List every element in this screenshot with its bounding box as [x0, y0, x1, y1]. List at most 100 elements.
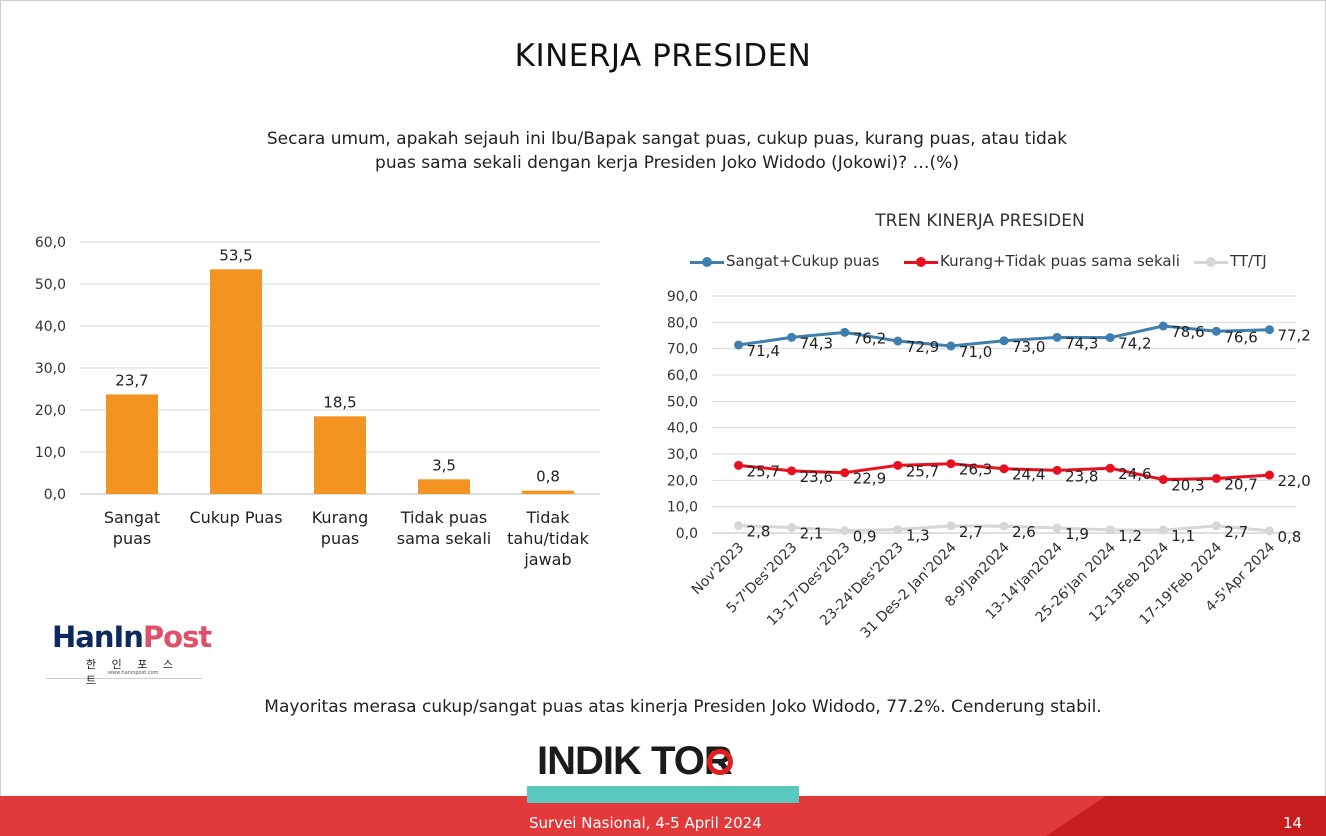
series-0-point — [787, 332, 797, 342]
haninpost-url: www.haninpost.com — [108, 670, 159, 676]
series-2-point — [734, 521, 744, 531]
bar-chart-y-tick-label: 40,0 — [35, 319, 66, 335]
series-1-data-label: 24,4 — [1012, 466, 1045, 484]
series-2-data-label: 0,9 — [853, 528, 877, 546]
series-0-point — [1264, 325, 1274, 335]
series-1-data-label: 23,6 — [800, 468, 833, 486]
series-1-point — [946, 459, 956, 469]
bar-value-label: 23,7 — [115, 371, 148, 389]
series-2-data-label: 2,7 — [959, 523, 983, 541]
bar-chart-y-tick-label: 10,0 — [35, 445, 66, 461]
bar-chart-y-tick-label: 0,0 — [44, 487, 66, 503]
series-2-data-label: 2,7 — [1224, 523, 1248, 541]
series-0-data-label: 74,2 — [1118, 335, 1151, 353]
survey-question: Secara umum, apakah sejauh ini Ibu/Bapak… — [200, 127, 1134, 175]
series-0-point — [946, 341, 956, 351]
series-1-point — [893, 460, 903, 470]
line-chart-y-tick-label: 70,0 — [667, 342, 698, 358]
series-1-point — [840, 468, 850, 478]
series-1-data-label: 20,3 — [1171, 477, 1204, 495]
survey-question-line-1: Secara umum, apakah sejauh ini Ibu/Bapak… — [266, 129, 1068, 149]
legend-label-dk: TT/TJ — [1230, 252, 1267, 270]
bar-category-label: Kurang — [312, 508, 369, 527]
series-2-point — [1264, 526, 1274, 536]
haninpost-logo: HanInPost 한 인 포 스 트 www.haninpost.com — [46, 620, 212, 687]
series-1-data-label: 20,7 — [1224, 475, 1257, 493]
series-2-point — [946, 521, 956, 531]
legend-marker-negative — [916, 257, 926, 267]
line-chart-y-tick-label: 20,0 — [667, 473, 698, 489]
series-2-point — [840, 526, 850, 536]
line-chart-y-tick-label: 50,0 — [667, 394, 698, 410]
bar-category-label: Cukup Puas — [189, 508, 282, 527]
line-chart-y-tick-label: 0,0 — [676, 526, 698, 542]
legend-marker-dk — [1206, 257, 1216, 267]
series-0-point — [1158, 321, 1168, 331]
series-1-data-label: 26,3 — [959, 461, 992, 479]
indikator-logo: INDIK TOR — [537, 739, 733, 783]
series-1-point — [1158, 475, 1168, 485]
page-number: 14 — [1283, 814, 1303, 832]
bar-chart-y-tick-label: 20,0 — [35, 403, 66, 419]
legend-label-positive: Sangat+Cukup puas — [726, 252, 880, 270]
series-0-data-label: 72,9 — [906, 338, 939, 356]
survey-question-line-2: puas sama sekali dengan kerja Presiden J… — [375, 153, 959, 173]
series-0-point — [734, 340, 744, 350]
series-0-data-label: 78,6 — [1171, 323, 1204, 341]
bar-category-label: tahu/tidak — [507, 529, 589, 548]
haninpost-wordmark: HanInPost — [52, 620, 212, 654]
legend-marker-positive — [702, 257, 712, 267]
series-2-data-label: 0,8 — [1277, 528, 1301, 546]
series-1-point — [787, 466, 797, 476]
indikator-logo-ring-icon — [707, 749, 733, 775]
series-2-point — [999, 521, 1009, 531]
series-2-point — [1211, 521, 1221, 531]
bar-category-label: Sangat — [104, 508, 160, 527]
series-0-data-label: 74,3 — [1065, 334, 1098, 352]
series-0-point — [1211, 326, 1221, 336]
series-0-data-label: 73,0 — [1012, 338, 1045, 356]
bar-3 — [418, 479, 470, 494]
bar-value-label: 0,8 — [536, 468, 560, 486]
bar-1 — [210, 269, 262, 494]
bar-category-label: Tidak — [526, 508, 571, 527]
line-chart-y-tick-label: 80,0 — [667, 315, 698, 331]
series-0-data-label: 71,4 — [747, 342, 780, 360]
haninpost-korean-text: 한 인 포 스 트 — [86, 658, 179, 687]
series-1-data-label: 24,6 — [1118, 465, 1151, 483]
series-0-point — [1105, 333, 1115, 343]
series-1-point — [1105, 463, 1115, 473]
bar-category-label: Tidak puas — [400, 508, 487, 527]
page-title: KINERJA PRESIDEN — [514, 38, 812, 74]
line-chart-y-tick-label: 30,0 — [667, 447, 698, 463]
bar-value-label: 53,5 — [219, 246, 252, 264]
line-chart-y-tick-label: 90,0 — [667, 289, 698, 305]
series-2-point — [1105, 525, 1115, 535]
series-1-point — [1264, 470, 1274, 480]
series-0-point — [840, 327, 850, 337]
series-0-point — [999, 336, 1009, 346]
footer-survey-label: Survei Nasional, 4-5 April 2024 — [529, 814, 762, 832]
bar-value-label: 18,5 — [323, 393, 356, 411]
series-0-data-label: 77,2 — [1277, 327, 1310, 345]
series-2-data-label: 1,2 — [1118, 527, 1142, 545]
bar-category-label: jawab — [523, 550, 571, 569]
series-2-data-label: 2,1 — [800, 524, 824, 542]
series-1-point — [999, 464, 1009, 474]
series-1-point — [1052, 465, 1062, 475]
series-2-data-label: 2,6 — [1012, 523, 1036, 541]
series-1-point — [734, 460, 744, 470]
bar-category-label: puas — [113, 529, 151, 548]
series-0-data-label: 71,0 — [959, 343, 992, 361]
series-1-data-label: 22,0 — [1277, 472, 1310, 490]
series-1-data-label: 25,7 — [747, 462, 780, 480]
series-2-point — [1158, 525, 1168, 535]
bar-chart-y-tick-label: 30,0 — [35, 361, 66, 377]
series-1-data-label: 23,8 — [1065, 467, 1098, 485]
trend-chart-legend: Sangat+Cukup puas Kurang+Tidak puas sama… — [690, 252, 1290, 272]
series-2-data-label: 2,8 — [747, 523, 771, 541]
legend-label-negative: Kurang+Tidak puas sama sekali — [940, 252, 1180, 270]
bar-value-label: 3,5 — [432, 456, 456, 474]
series-2-data-label: 1,3 — [906, 527, 930, 545]
